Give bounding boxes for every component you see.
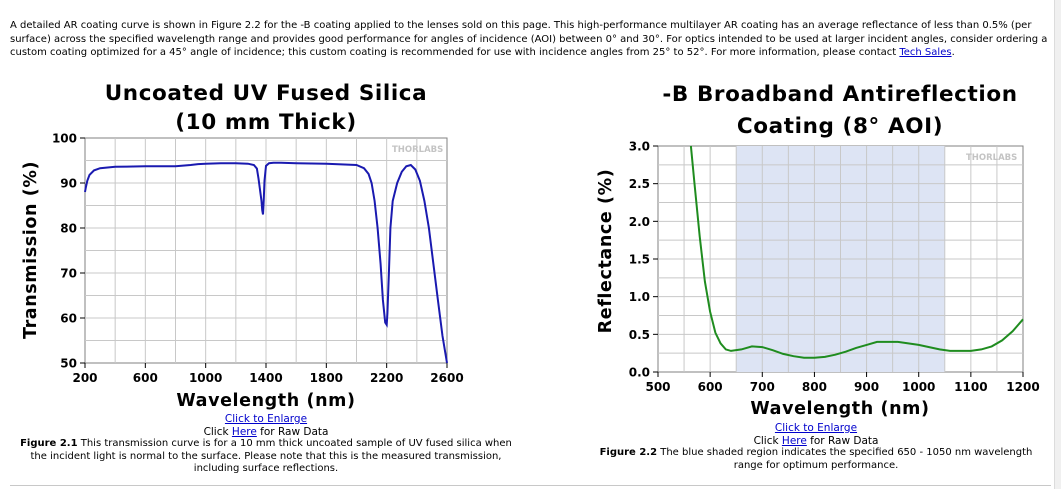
figure-2-2-caption-block: Click to Enlarge Click Here for Raw Data… <box>596 422 1036 472</box>
chart2-xtick-label: 500 <box>645 380 670 394</box>
chart1-ticks: 200 600 1000 1400 1800 2200 2600 50 60 70 80 90 100 <box>52 132 464 386</box>
figure-2-2-label: Figure 2.2 <box>599 447 658 459</box>
chart2-title-line2: Coating (8° AOI) <box>737 114 943 139</box>
chart2-ylabel: Reflectance (%) <box>596 169 616 334</box>
chart2-xtick-label: 800 <box>802 380 827 394</box>
chart1-title-line2: (10 mm Thick) <box>175 110 357 135</box>
reflectance-curve <box>689 145 1024 359</box>
intro-end: . <box>951 47 955 58</box>
chart1-xtick-label: 600 <box>133 371 158 385</box>
chart2-xtick-label: 1200 <box>1006 380 1039 394</box>
chart1-xtick-label: 1800 <box>310 371 343 385</box>
chart1-title-line1: Uncoated UV Fused Silica <box>105 81 428 106</box>
chart2-raw-post: for Raw Data <box>806 434 879 447</box>
chart2-ytick-label: 1.5 <box>629 253 650 267</box>
figure-2-1-caption-block: Click to Enlarge Click Here for Raw Data… <box>10 413 522 476</box>
chart1-xtick-label: 2200 <box>370 371 403 385</box>
chart2-ytick-label: 0.0 <box>629 366 650 380</box>
chart2-xtick-label: 600 <box>698 380 723 394</box>
chart2-xtick-label: 1000 <box>902 380 935 394</box>
figure-2-1-text: This transmission curve is for a 10 mm t… <box>30 438 512 475</box>
figure-2-1-label: Figure 2.1 <box>20 438 78 450</box>
chart1-raw-post: for Raw Data <box>256 425 329 438</box>
tech-sales-link[interactable]: Tech Sales <box>899 47 952 58</box>
transmission-curve <box>84 161 448 364</box>
chart2-ytick-label: 2.0 <box>629 215 650 229</box>
chart2-ytick-label: 3.0 <box>629 140 650 154</box>
figure-2-2-text: The blue shaded region indicates the spe… <box>657 447 1033 471</box>
chart1-xtick-label: 1000 <box>189 371 222 385</box>
chart1-grid <box>85 138 447 363</box>
chart1-ytick-label: 70 <box>60 267 77 281</box>
chart2-xtick-label: 1100 <box>954 380 987 394</box>
chart1-logo: THORLABS <box>392 145 443 155</box>
chart1-enlarge-link[interactable]: Click to Enlarge <box>224 413 308 425</box>
chart2-raw-data-link[interactable]: Here <box>781 434 807 447</box>
chart1-xtick-label: 1400 <box>249 371 282 385</box>
vertical-scrollbar[interactable] <box>1054 0 1061 489</box>
bottom-divider <box>10 485 1051 486</box>
chart2-ytick-label: 0.5 <box>629 328 650 342</box>
chart1-ytick-label: 60 <box>60 312 77 326</box>
chart1-xlabel: Wavelength (nm) <box>176 391 355 411</box>
chart1-ytick-label: 50 <box>60 357 77 371</box>
chart2-raw-pre: Click <box>753 434 782 447</box>
chart2-ytick-label: 1.0 <box>629 290 650 304</box>
chart1-raw-pre: Click <box>203 425 232 438</box>
chart1-ytick-label: 90 <box>60 177 77 191</box>
chart2-logo: THORLABS <box>966 153 1017 163</box>
chart1-xtick-label: 2600 <box>430 371 463 385</box>
chart1-ytick-label: 100 <box>52 132 77 146</box>
chart2-xtick-label: 900 <box>854 380 879 394</box>
chart2-ticks: 500 600 700 800 900 1000 1100 1200 0.0 0.5 1.0 1.5 2… <box>629 140 1040 395</box>
chart2-enlarge-link[interactable]: Click to Enlarge <box>774 422 858 434</box>
chart2-xtick-label: 700 <box>750 380 775 394</box>
chart2-xlabel: Wavelength (nm) <box>750 399 929 419</box>
chart1-ylabel: Transmission (%) <box>21 161 41 339</box>
intro-paragraph: A detailed AR coating curve is shown in … <box>10 19 1050 60</box>
chart2-title-line1: -B Broadband Antireflection <box>662 82 1017 107</box>
intro-text: A detailed AR coating curve is shown in … <box>10 20 1048 58</box>
chart1-ytick-label: 80 <box>60 222 77 236</box>
chart2-ytick-label: 2.5 <box>629 177 650 191</box>
chart1-xtick-label: 200 <box>72 371 97 385</box>
chart1-raw-data-link[interactable]: Here <box>231 425 257 438</box>
